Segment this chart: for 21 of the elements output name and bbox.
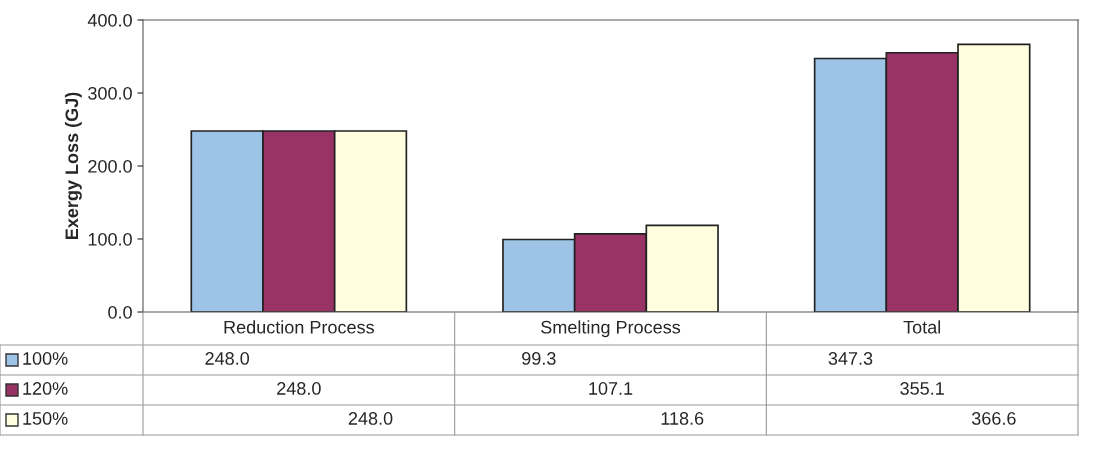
x-tick-label: Total <box>903 320 941 334</box>
data-label: 347.3 <box>828 352 873 365</box>
y-tick-label: 100.0 <box>88 232 132 246</box>
data-label: 118.6 <box>661 412 704 425</box>
data-label: 366.6 <box>971 412 1016 425</box>
y-tick-label: 400.0 <box>87 13 132 27</box>
y-tick-label: 200.0 <box>88 159 132 173</box>
y-axis-title: Exergy Loss (GJ) <box>64 92 82 240</box>
legend-label: 120% <box>23 382 68 395</box>
data-label: 248.0 <box>205 352 250 365</box>
data-label: 99.3 <box>522 352 556 365</box>
data-label: 107.1 <box>589 382 633 395</box>
data-label: 248.0 <box>348 412 393 425</box>
data-label: 355.1 <box>900 382 944 395</box>
data-label: 248.0 <box>277 382 321 395</box>
x-tick-label: Smelting Process <box>541 320 681 338</box>
legend-label: 100% <box>23 352 68 365</box>
x-tick-label: Reduction Process <box>224 320 374 334</box>
y-tick-label: 0.0 <box>108 305 132 319</box>
legend-label: 150% <box>23 412 68 425</box>
y-tick-label: 300.0 <box>88 86 132 100</box>
